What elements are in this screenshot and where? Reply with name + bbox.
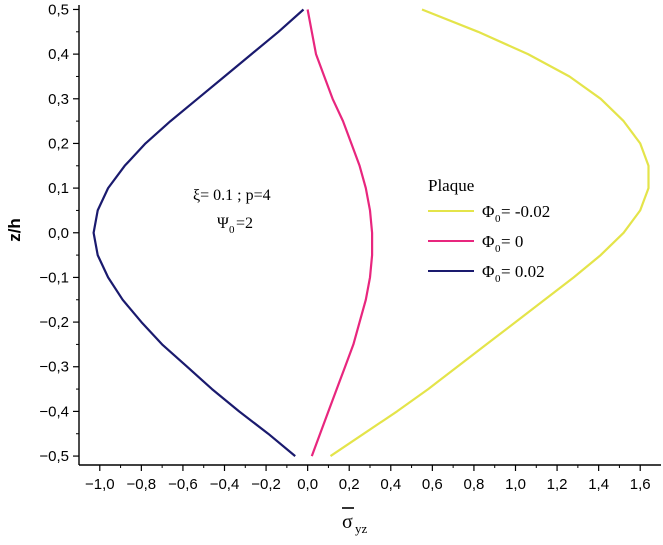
legend-label-sub: 0: [495, 213, 501, 225]
y-axis: 0,5 0,4 0,3 0,2 0,1 0,0 −0,1 −0,2 −0,3 −0,4 −0,5: [39, 1, 79, 465]
y-tick-label: 0,2: [48, 135, 69, 152]
y-tick-label: −0,1: [39, 269, 69, 286]
legend-label-rest: = 0.02: [501, 262, 545, 281]
legend-label-rest: = 0: [501, 232, 523, 251]
legend-label-sub: 0: [495, 273, 501, 285]
x-axis-title-sub: yz: [355, 521, 368, 536]
legend-label-main: Φ: [482, 202, 494, 221]
annotation-line2-sub: 0: [229, 224, 235, 236]
series-line-2: [306, 9, 374, 457]
legend-item-series-2: Φ 0 = 0: [428, 232, 523, 255]
x-tick-label: 0,6: [422, 476, 443, 493]
x-axis: −1,0 −0,8 −0,6 −0,4 −0,2 0,0 0,2 0,4 0,6 0,8 1,0 1,…: [85, 465, 651, 493]
series-line-1: [329, 8, 650, 458]
x-axis-title-main: σ: [342, 511, 353, 533]
annotation-line2-rest: =2: [236, 215, 253, 232]
plot-frame: [78, 5, 661, 466]
legend-item-series-3: Φ 0 = 0.02: [428, 262, 545, 285]
legend-title: Plaque: [428, 176, 474, 195]
x-tick-label: −0,8: [127, 476, 157, 493]
legend-item-series-1: Φ 0 = -0.02: [428, 202, 550, 225]
legend: Plaque Φ 0 = -0.02 Φ 0 = 0 Φ 0 = 0.02: [428, 176, 550, 285]
parameter-annotation: ξ= 0.1 ; p=4 Ψ 0 =2: [193, 187, 271, 236]
x-tick-label: −1,0: [85, 476, 115, 493]
y-tick-label: 0,4: [48, 46, 69, 63]
legend-label-rest: = -0.02: [501, 202, 550, 221]
y-tick-label: 0,3: [48, 91, 69, 108]
y-tick-label: 0,5: [48, 1, 69, 18]
x-tick-label: −0,6: [168, 476, 198, 493]
y-axis-title: z/h: [5, 218, 24, 242]
x-tick-label: 1,6: [630, 476, 651, 493]
y-tick-label: −0,3: [39, 359, 69, 376]
x-tick-label: 1,2: [547, 476, 568, 493]
legend-label-main: Φ: [482, 232, 494, 251]
y-tick-label: −0,4: [39, 403, 69, 420]
x-tick-label: 0,4: [380, 476, 401, 493]
series-group: [92, 8, 650, 458]
legend-label-sub: 0: [495, 243, 501, 255]
y-tick-label: 0,1: [48, 180, 69, 197]
series-line-3: [92, 8, 305, 457]
x-tick-label: 1,4: [588, 476, 609, 493]
y-tick-label: −0,2: [39, 314, 69, 331]
x-tick-label: 0,8: [463, 476, 484, 493]
annotation-line2-main: Ψ: [217, 215, 229, 232]
legend-label-main: Φ: [482, 262, 494, 281]
x-tick-label: −0,4: [210, 476, 240, 493]
y-tick-label: 0,0: [48, 225, 69, 242]
annotation-line1: ξ= 0.1 ; p=4: [193, 187, 271, 204]
x-tick-label: 1,0: [505, 476, 526, 493]
x-axis-title: σ yz: [342, 507, 368, 536]
x-tick-label: 0,2: [339, 476, 360, 493]
x-tick-label: 0,0: [297, 476, 318, 493]
x-tick-label: −0,2: [251, 476, 281, 493]
y-tick-label: −0,5: [39, 448, 69, 465]
